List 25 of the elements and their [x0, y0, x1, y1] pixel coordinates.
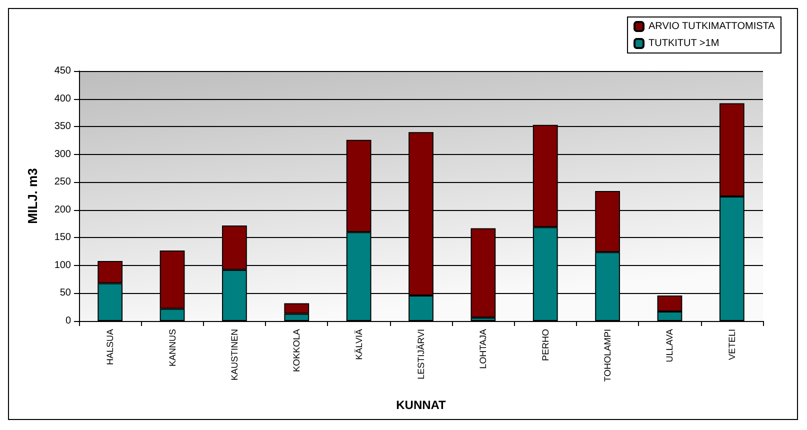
- y-tick-label: 50: [60, 288, 72, 299]
- legend-label: ARVIO TUTKIMATTOMISTA: [648, 21, 776, 32]
- y-tick-label: 450: [54, 66, 72, 76]
- x-tick-label: ULLAVA: [664, 329, 675, 362]
- x-tick-label: HALSUA: [105, 329, 116, 366]
- x-tick-label: KANNUS: [167, 329, 178, 367]
- x-tick-label: KAUSTINEN: [229, 329, 240, 381]
- y-axis-title: MILJ. m3: [25, 168, 40, 224]
- x-axis-title: KUNNAT: [396, 398, 447, 412]
- y-tick-label: 250: [54, 176, 72, 188]
- x-tick-label: TOHOLAMPI: [602, 329, 613, 382]
- x-tick-label: LESTIJÄRVI: [416, 329, 426, 380]
- y-tick-label: 300: [54, 148, 72, 160]
- y-tick-label: 150: [54, 232, 72, 244]
- y-tick-label: 200: [54, 204, 72, 216]
- y-tick-label: 100: [54, 260, 72, 271]
- x-tick-label: KOKKOLA: [292, 329, 302, 372]
- x-tick-label: VETELI: [726, 329, 737, 360]
- x-tick-label: PERHO: [540, 329, 550, 362]
- x-tick-label: KÄLVIÄ: [354, 329, 364, 360]
- y-tick-label: 350: [54, 121, 72, 132]
- y-tick-label: 400: [54, 93, 72, 104]
- x-tick-label: LOHTAJA: [478, 329, 488, 369]
- legend-label: TUTKITUT >1M: [648, 38, 720, 49]
- y-tick-label: 0: [65, 316, 72, 326]
